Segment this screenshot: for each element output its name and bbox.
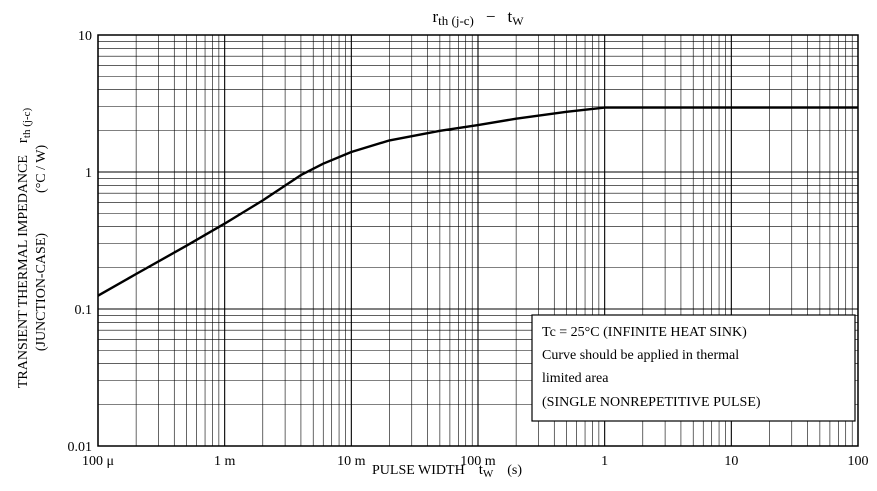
x-tick-label: 1 m [214,454,236,469]
annotation-line-4: (SINGLE NONREPETITIVE PULSE) [542,395,761,410]
x-axis-label: PULSE WIDTH tW (s) [372,462,522,480]
grid [97,35,858,447]
title-right-symbol: t [507,7,512,26]
y-tick-label: 0.1 [75,303,93,318]
y-axis-symbol-sub: th (j-c) [21,108,33,139]
annotation-line-3: limited area [542,371,609,386]
x-tick-labels: 100 μ 1 m 10 m 100 m 1 10 100 [82,454,869,469]
title-symbol-sub: th (j-c) [438,13,474,28]
series-line [97,106,858,297]
y-tick-labels: 0.01 0.1 1 10 [68,29,93,455]
y-tick-label: 1 [85,166,92,181]
x-axis-unit: (s) [507,463,522,478]
y-axis-label-line1: TRANSIENT THERMAL IMPEDANCE rth (j-c) [15,108,33,389]
x-tick-label: 100 μ [82,454,114,469]
x-tick-label: 10 [724,454,738,469]
title-right-sub: W [512,14,524,28]
plot-frame [97,34,859,447]
y-axis-label-text: TRANSIENT THERMAL IMPEDANCE [16,155,31,388]
annotation-line-1: Tc = 25°C (INFINITE HEAT SINK) [542,325,747,340]
x-axis-symbol-sub: W [483,468,494,480]
y-axis-label-sub: (JUNCTION-CASE) [34,233,49,352]
x-tick-label: 100 [848,454,869,469]
x-tick-label: 10 m [337,454,366,469]
title-symbol: r [432,7,438,26]
y-axis-unit: (°C / W) [34,145,49,193]
annotation-box [531,314,856,422]
y-axis-symbol: r [15,138,31,143]
y-axis-label-line2: (JUNCTION-CASE) (°C / W) [34,145,49,352]
x-axis-symbol: t [479,462,484,478]
chart-title: rth (j-c) − tW [432,7,524,28]
y-tick-label: 10 [78,29,92,44]
annotation-line-2: Curve should be applied in thermal [542,348,739,363]
title-dash: − [486,7,496,26]
x-tick-label: 100 m [460,454,496,469]
y-tick-label: 0.01 [68,440,93,455]
x-tick-label: 1 [601,454,608,469]
x-axis-label-text: PULSE WIDTH [372,463,465,478]
